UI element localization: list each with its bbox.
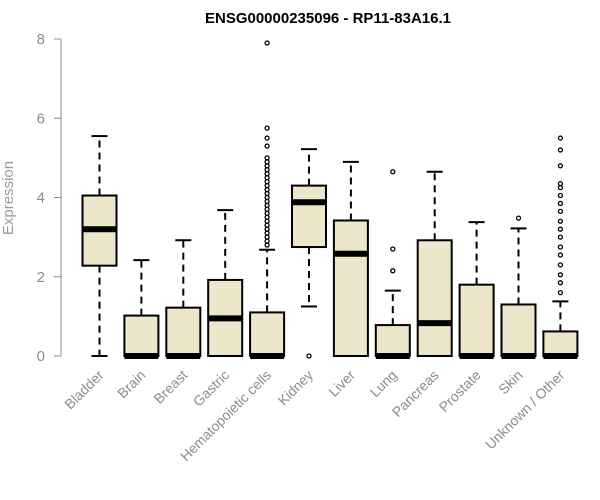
outlier-point bbox=[557, 252, 564, 258]
box-body bbox=[374, 324, 411, 357]
outlier-point bbox=[557, 135, 564, 141]
outlier-point bbox=[557, 208, 564, 215]
box-hematopoietic-cells bbox=[249, 40, 286, 359]
box-bladder bbox=[81, 135, 118, 357]
outlier-point bbox=[557, 280, 564, 286]
box-body bbox=[332, 219, 369, 357]
outlier-point bbox=[557, 192, 564, 199]
outlier-point bbox=[515, 215, 522, 221]
x-tick-label: Breast bbox=[150, 367, 190, 407]
box-skin bbox=[500, 215, 537, 359]
x-tick-label: Prostate bbox=[436, 367, 484, 415]
outlier-point bbox=[557, 226, 564, 232]
outlier-point bbox=[264, 135, 270, 141]
outlier-point bbox=[557, 147, 564, 153]
box-gastric bbox=[207, 209, 244, 358]
outlier-point bbox=[557, 244, 564, 250]
outlier-point bbox=[264, 40, 270, 46]
outlier-point bbox=[557, 234, 564, 240]
outlier-point bbox=[557, 272, 564, 278]
box-brain bbox=[123, 259, 160, 359]
x-tick-label: Brain bbox=[114, 367, 148, 401]
outlier-point bbox=[390, 169, 396, 175]
y-tick-label: 4 bbox=[37, 190, 45, 207]
outlier-point bbox=[264, 155, 270, 161]
chart-title: ENSG00000235096 - RP11-83A16.1 bbox=[205, 10, 451, 27]
outlier-point bbox=[557, 218, 564, 224]
box-unknown-other bbox=[542, 135, 579, 359]
x-tick-label: Bladder bbox=[61, 367, 107, 413]
outlier-point bbox=[557, 262, 564, 268]
boxes-group bbox=[81, 40, 579, 359]
outlier-point bbox=[390, 246, 396, 252]
y-tick-label: 0 bbox=[37, 348, 45, 365]
x-tick-label: Kidney bbox=[275, 367, 317, 409]
outlier-point bbox=[557, 200, 564, 207]
box-liver bbox=[332, 160, 369, 357]
box-body bbox=[165, 306, 202, 357]
y-axis-ticks: 0 2 4 6 8 bbox=[37, 31, 61, 365]
box-prostate bbox=[458, 221, 495, 359]
box-body bbox=[416, 239, 453, 357]
outlier-point bbox=[557, 163, 564, 169]
outlier-point bbox=[264, 143, 270, 149]
box-breast bbox=[165, 239, 202, 359]
x-tick-label: Unknown / Other bbox=[482, 367, 568, 453]
box-body bbox=[458, 283, 495, 357]
box-pancreas bbox=[416, 170, 453, 357]
x-tick-label: Skin bbox=[495, 367, 526, 398]
x-tick-label: Pancreas bbox=[389, 367, 442, 420]
y-tick-label: 8 bbox=[37, 31, 45, 48]
outlier-point bbox=[264, 125, 270, 131]
x-tick-label: Lung bbox=[367, 367, 400, 400]
y-tick-label: 2 bbox=[37, 269, 45, 286]
x-tick-label: Liver bbox=[325, 367, 358, 400]
outlier-point bbox=[557, 289, 564, 296]
box-lung bbox=[374, 169, 411, 359]
box-body bbox=[123, 314, 160, 357]
box-kidney bbox=[291, 148, 327, 359]
outlier-point bbox=[306, 353, 312, 359]
y-axis-label: Expression bbox=[0, 161, 17, 235]
box-body bbox=[249, 311, 286, 358]
box-body bbox=[500, 303, 537, 357]
outlier-point bbox=[557, 180, 564, 187]
box-body bbox=[291, 184, 327, 249]
box-body bbox=[542, 330, 579, 357]
y-tick-label: 6 bbox=[37, 110, 45, 127]
outlier-point bbox=[390, 268, 396, 274]
